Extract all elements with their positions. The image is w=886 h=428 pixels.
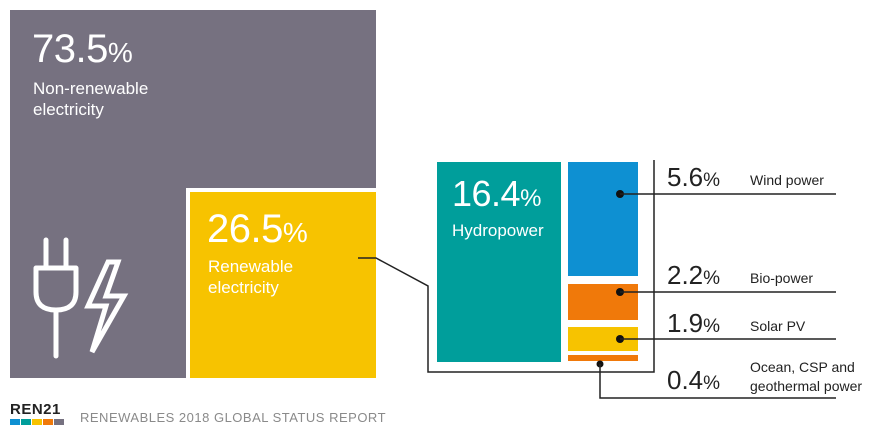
non-renewable-label-line1: Non-renewable (33, 79, 148, 98)
bio-leader (616, 288, 836, 296)
bio-label: Bio-power (750, 270, 813, 286)
renewable-connector (358, 160, 655, 373)
plug-icon (33, 237, 79, 359)
ocean-label-line1: Ocean, CSP and (750, 359, 855, 375)
renewable-pct: 26.5% (207, 207, 307, 251)
ocean-block (568, 355, 638, 361)
wind-block (568, 162, 638, 276)
non-renewable-block (10, 10, 376, 378)
hydropower-block (437, 162, 561, 362)
hydropower-pct: 16.4% (452, 173, 541, 214)
footer-report-title: RENEWABLES 2018 GLOBAL STATUS REPORT (80, 410, 386, 425)
footer-logo: REN21 (10, 401, 61, 418)
solar-leader (616, 335, 836, 343)
hydropower-label: Hydropower (452, 221, 544, 240)
non-renewable-label-line2: electricity (33, 100, 104, 119)
renewable-block (190, 192, 376, 378)
renewable-label-line1: Renewable (208, 257, 293, 276)
wind-leader (616, 190, 836, 198)
bio-block (568, 284, 638, 320)
non-renewable-pct: 73.5% (32, 27, 132, 71)
footer-logo-stripe (10, 419, 64, 425)
ocean-leader (596, 360, 836, 399)
wind-label: Wind power (750, 172, 824, 188)
ocean-label-line2: geothermal power (750, 378, 862, 394)
bio-pct: 2.2% (667, 260, 720, 290)
ocean-pct: 0.4% (667, 365, 720, 395)
wind-pct: 5.6% (667, 162, 720, 192)
solar-label: Solar PV (750, 318, 806, 334)
solar-pct: 1.9% (667, 308, 720, 338)
renewable-label-line2: electricity (208, 278, 279, 297)
lightning-bolt-icon (84, 259, 129, 354)
